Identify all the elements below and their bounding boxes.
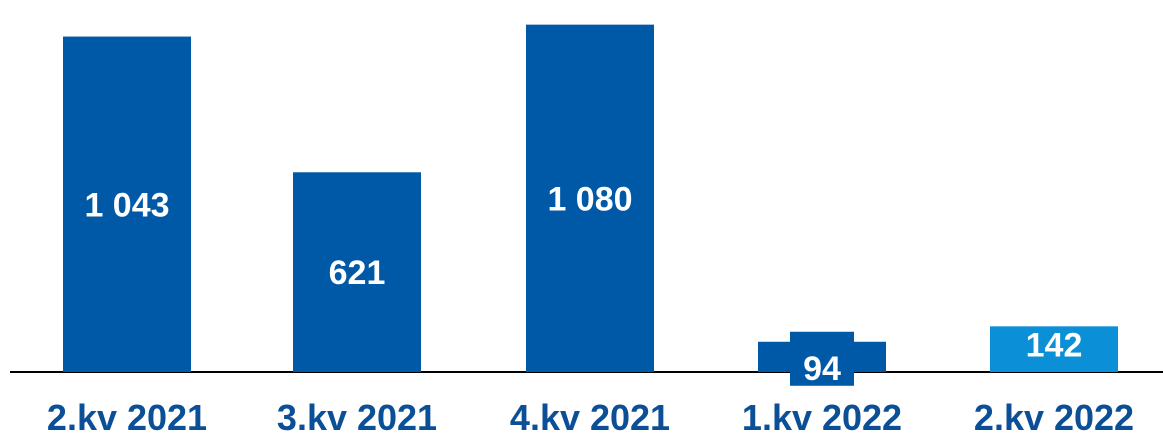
data-label-5: 142 — [1026, 326, 1083, 364]
category-label-2: 3.kv 2021 — [277, 397, 437, 438]
data-label-3: 1 080 — [547, 180, 632, 218]
category-label-1: 2.kv 2021 — [47, 397, 207, 438]
data-label-2: 621 — [329, 254, 386, 292]
category-label-4: 1.kv 2022 — [742, 397, 902, 438]
category-label-3: 4.kv 2021 — [510, 397, 670, 438]
data-label-1: 1 043 — [84, 186, 169, 224]
data-label-4: 94 — [803, 350, 841, 388]
category-label-5: 2.kv 2022 — [974, 397, 1134, 438]
